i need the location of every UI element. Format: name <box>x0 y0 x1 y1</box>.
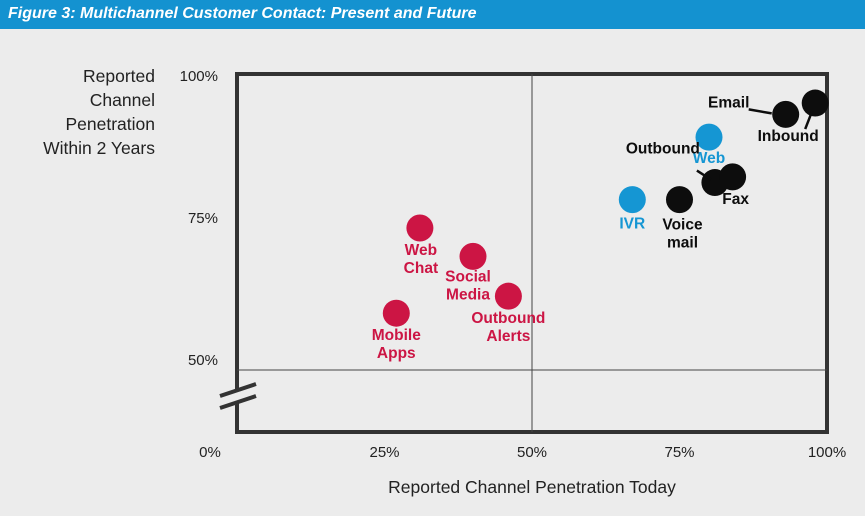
y-axis-label: Reported Channel Penetration Within 2 Ye… <box>0 64 155 160</box>
y-tick-label: 75% <box>188 210 218 227</box>
x-tick-label: 25% <box>369 444 399 461</box>
point-label-web-chat: Web <box>405 242 437 259</box>
x-axis-label: Reported Channel Penetration Today <box>388 477 676 497</box>
point-voice-mail <box>666 186 693 214</box>
point-label-fax: Fax <box>722 191 749 208</box>
y-axis-label-line: Channel <box>89 90 155 110</box>
point-label-inbound: Inbound <box>758 128 819 145</box>
point-ivr <box>618 186 646 214</box>
point-label-outbound-alerts: Alerts <box>486 328 530 345</box>
point-fax <box>719 163 747 191</box>
leader-line-outbound <box>696 169 712 181</box>
y-tick-label: 50% <box>188 352 218 369</box>
axis-break-mark <box>219 382 257 398</box>
point-label-mobile-apps: Mobile <box>372 327 421 344</box>
point-label-web-chat: Chat <box>404 260 438 277</box>
point-web <box>695 123 723 151</box>
point-label-voice-mail: Voice <box>662 217 703 234</box>
point-web-chat <box>406 214 434 242</box>
y-axis-label-line: Penetration <box>65 114 155 134</box>
axis-break-mark <box>219 394 257 410</box>
x-tick-label: 50% <box>517 444 547 461</box>
point-label-social-media: Social <box>445 268 491 285</box>
point-label-voice-mail: mail <box>667 235 698 252</box>
title-bar: Figure 3: Multichannel Customer Contact:… <box>0 0 865 29</box>
figure-title: Figure 3: Multichannel Customer Contact:… <box>8 5 477 22</box>
point-inbound <box>801 89 829 117</box>
point-label-web: Web <box>693 150 725 167</box>
x-tick-label: 0% <box>199 444 221 461</box>
point-label-mobile-apps: Apps <box>377 345 416 362</box>
point-label-email: Email <box>708 94 749 111</box>
point-label-social-media: Media <box>446 286 490 303</box>
point-label-ivr: IVR <box>619 216 645 233</box>
x-tick-label: 100% <box>808 444 846 461</box>
point-mobile-apps <box>382 299 410 327</box>
point-label-outbound: Outbound <box>626 141 700 158</box>
y-tick-label: 100% <box>180 68 218 85</box>
y-axis-label-line: Reported <box>83 66 155 86</box>
point-social-media <box>459 242 487 270</box>
y-axis-label-line: Within 2 Years <box>43 138 155 158</box>
leader-line-email <box>748 108 772 115</box>
x-tick-label: 75% <box>664 444 694 461</box>
point-email <box>772 100 800 128</box>
point-outbound-alerts <box>494 282 522 310</box>
leader-line-inbound <box>804 110 814 130</box>
point-label-outbound-alerts: Outbound <box>471 310 545 327</box>
